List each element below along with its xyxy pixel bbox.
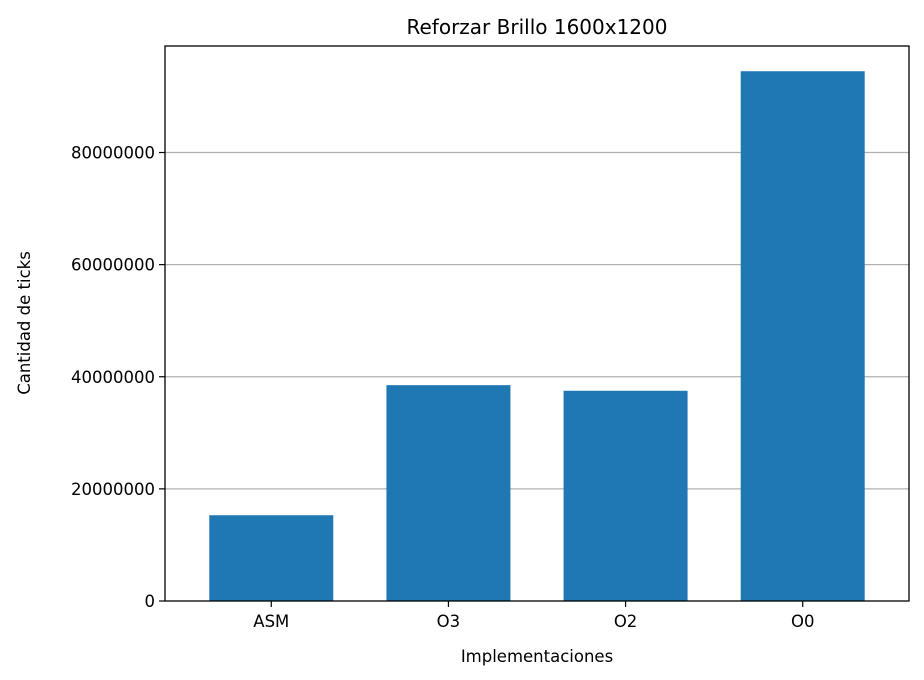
y-axis-ticks: 0 20000000 40000000 60000000 80000000	[71, 144, 165, 611]
x-axis-label: Implementaciones	[461, 647, 613, 666]
y-tick-label: 20000000	[71, 480, 155, 499]
x-tick-label: ASM	[253, 612, 289, 631]
bar-o2	[563, 390, 688, 601]
y-tick-label: 80000000	[71, 144, 155, 163]
bar-asm	[209, 515, 334, 601]
bar-o3	[386, 385, 511, 601]
bars	[209, 71, 865, 601]
x-tick-label: O2	[614, 612, 638, 631]
y-tick-label: 0	[145, 592, 156, 611]
x-tick-label: O3	[437, 612, 461, 631]
bar-o0	[740, 71, 865, 601]
y-tick-label: 40000000	[71, 368, 155, 387]
plot-frame	[164, 45, 910, 602]
y-axis-label: Cantidad de ticks	[15, 251, 34, 395]
x-tick-label: O0	[791, 612, 815, 631]
y-tick-label: 60000000	[71, 256, 155, 275]
chart-title: Reforzar Brillo 1600x1200	[407, 15, 668, 39]
x-axis-ticks: ASM O3 O2 O0	[253, 601, 814, 631]
